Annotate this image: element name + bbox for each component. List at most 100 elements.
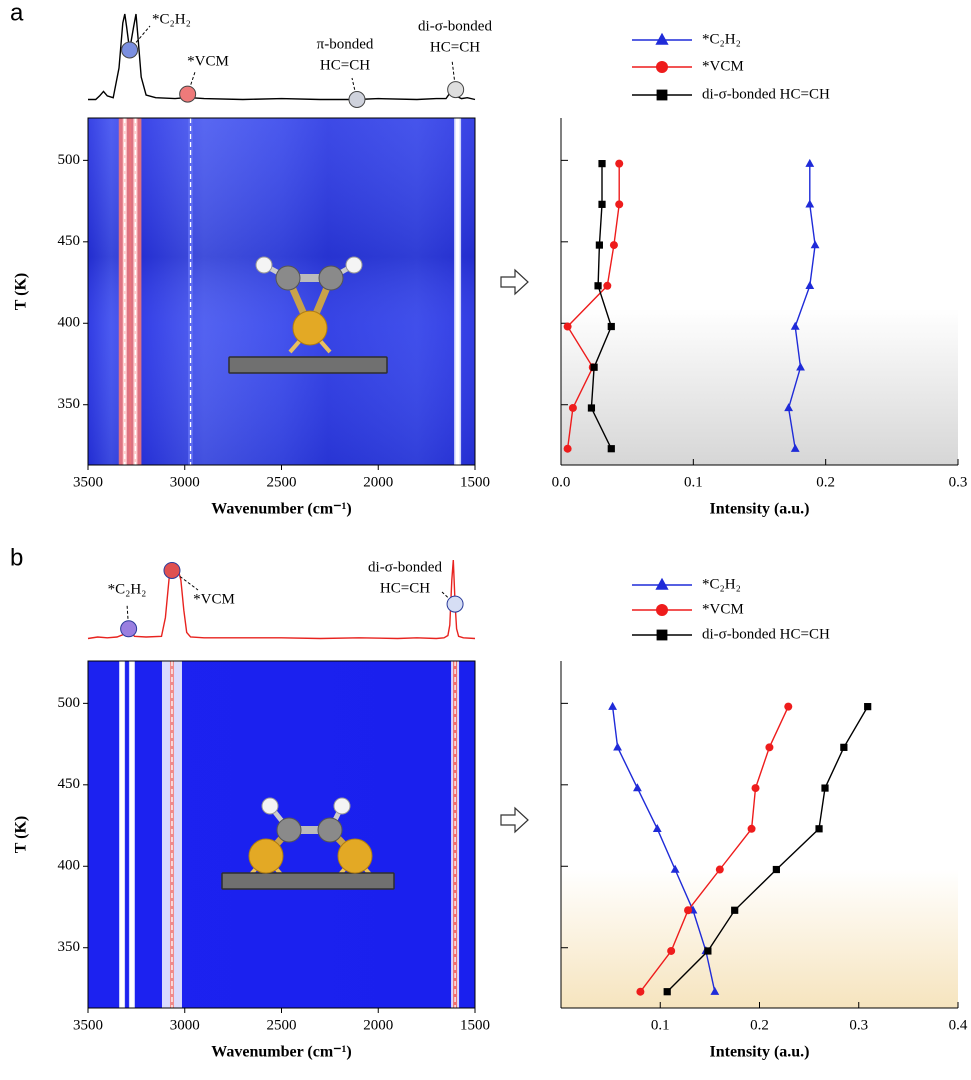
marker	[607, 445, 615, 453]
annotation-marker	[163, 561, 181, 579]
x-tick-label: 2500	[267, 474, 297, 490]
marker	[710, 986, 720, 995]
x-tick-label: 2500	[267, 1017, 297, 1033]
annotation-label: di-σ-bonded	[418, 18, 492, 34]
x-axis-label: Wavenumber (cm⁻¹)	[211, 501, 351, 518]
marker	[594, 282, 602, 290]
annotation-label: *C₂H₂	[152, 11, 191, 27]
annotation-label: di-σ-bonded	[368, 559, 442, 575]
marker	[731, 906, 739, 914]
x-tick-label: 0.3	[849, 1017, 868, 1033]
annotation-label: HC=CH	[320, 57, 370, 73]
background-shading	[561, 308, 958, 465]
annotation-label: HC=CH	[380, 580, 430, 596]
annotation-label: HC=CH	[430, 39, 480, 55]
series-line	[639, 706, 789, 993]
annotation-label: *C₂H₂	[108, 581, 147, 597]
carbon-atom	[317, 817, 343, 843]
marker	[615, 200, 624, 209]
heatmap-band-core	[169, 661, 174, 1008]
marker	[563, 444, 572, 453]
legend-marker	[655, 577, 669, 590]
marker	[609, 241, 618, 250]
marker	[608, 701, 618, 710]
marker	[805, 158, 815, 167]
y-tick-label: 500	[58, 152, 81, 168]
hydrogen-atom	[261, 797, 279, 815]
x-tick-label: 0.3	[949, 474, 968, 490]
arrow	[500, 268, 529, 296]
marker	[810, 240, 820, 249]
legend-marker	[656, 604, 668, 616]
annotation-leader	[187, 71, 196, 95]
series-line	[566, 163, 620, 449]
heatmap-shade	[88, 118, 475, 465]
annotation-leader	[126, 603, 130, 629]
x-tick-label: 2000	[363, 474, 393, 490]
marker	[747, 824, 756, 833]
marker	[864, 703, 872, 711]
panel-label: a	[10, 0, 24, 26]
legend-marker	[656, 61, 668, 73]
x-tick-label: 0.2	[816, 474, 835, 490]
annotation-marker	[120, 620, 138, 638]
marker	[821, 784, 829, 792]
y-tick-label: 350	[58, 396, 81, 412]
x-tick-label: 0.1	[684, 474, 703, 490]
marker	[607, 322, 615, 331]
marker	[704, 947, 712, 955]
legend-label: *VCM	[702, 601, 744, 617]
y-tick-label: 400	[58, 315, 81, 331]
x-tick-label: 3000	[170, 474, 200, 490]
y-tick-label: 450	[58, 233, 81, 249]
marker	[633, 783, 642, 792]
marker	[815, 825, 823, 833]
marker	[590, 363, 598, 371]
legend-label: di-σ-bonded HC=CH	[702, 86, 830, 102]
marker	[772, 865, 780, 874]
y-tick-label: 350	[58, 939, 81, 955]
carbon-atom	[275, 265, 301, 291]
annotation-label: π-bonded	[317, 36, 374, 52]
x-tick-label: 0.2	[750, 1017, 769, 1033]
legend-marker	[656, 89, 668, 101]
annotation-leader	[351, 77, 358, 100]
marker	[598, 160, 606, 168]
marker	[663, 988, 671, 996]
marker	[652, 823, 662, 832]
y-tick-label: 500	[58, 695, 81, 711]
y-tick-label: 450	[58, 776, 81, 792]
marker	[715, 865, 724, 874]
arrow	[500, 806, 529, 834]
marker	[796, 362, 805, 371]
marker	[613, 742, 622, 751]
x-tick-label: 2000	[363, 1017, 393, 1033]
marker	[563, 322, 572, 331]
x-axis-label: Intensity (a.u.)	[709, 501, 809, 518]
marker	[598, 200, 606, 208]
heatmap-band-core	[120, 661, 125, 1008]
x-tick-label: 3500	[73, 1017, 103, 1033]
series-line	[590, 163, 613, 450]
marker	[670, 864, 680, 873]
metal-atom	[248, 838, 284, 874]
marker	[784, 403, 794, 412]
annotation-marker	[446, 595, 464, 613]
marker	[667, 946, 676, 955]
x-axis-label: Wavenumber (cm⁻¹)	[211, 1044, 351, 1061]
x-axis-label: Intensity (a.u.)	[709, 1044, 809, 1061]
metal-atom	[337, 838, 373, 874]
x-tick-label: 0.1	[651, 1017, 670, 1033]
heatmap-band-core	[455, 118, 460, 465]
x-tick-label: 1500	[460, 474, 490, 490]
annotation-label: *VCM	[193, 591, 235, 607]
x-tick-label: 3500	[73, 474, 103, 490]
x-tick-label: 0.0	[552, 474, 571, 490]
marker	[595, 241, 603, 249]
marker	[636, 987, 645, 996]
x-tick-label: 3000	[170, 1017, 200, 1033]
marker	[568, 403, 577, 412]
hydrogen-atom	[333, 797, 351, 815]
legend-label: *VCM	[702, 58, 744, 74]
